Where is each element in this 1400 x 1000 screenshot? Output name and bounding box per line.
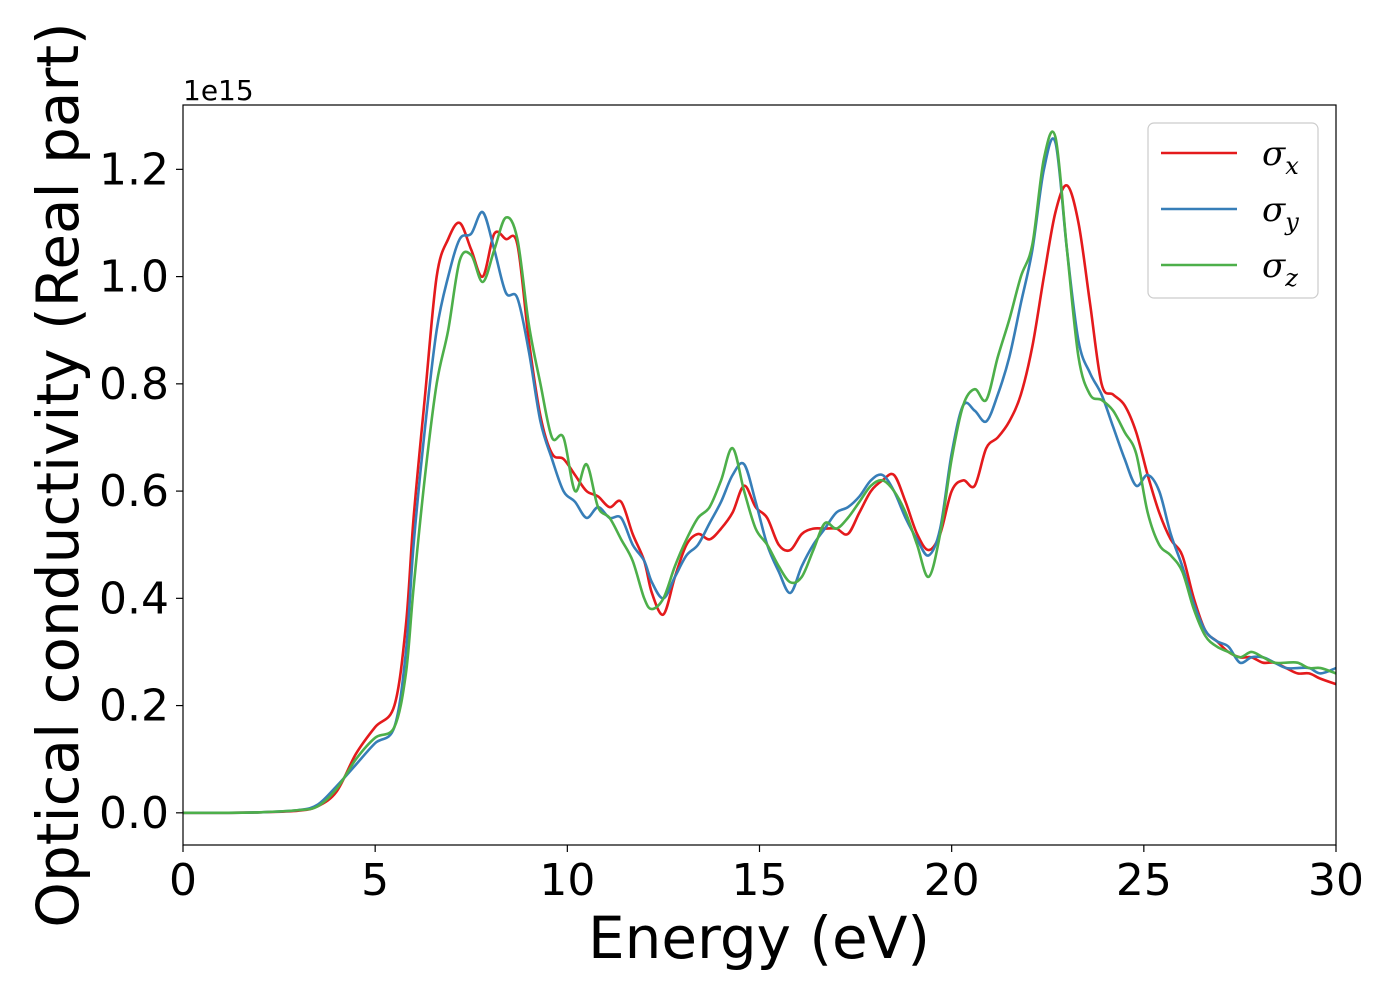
y-tick-label: 1.2 [99, 144, 169, 195]
y-tick-label: 1.0 [99, 252, 169, 303]
legend-label-y: σy [1262, 190, 1299, 236]
x-tick-label: 10 [539, 855, 595, 906]
x-tick-label: 30 [1308, 855, 1364, 906]
legend: σx σy σz [1147, 122, 1319, 299]
series-line-x [183, 184, 1336, 815]
y-tick-label: 0.4 [99, 573, 169, 624]
legend-label-z: σz [1262, 246, 1298, 292]
x-tick-label: 0 [169, 855, 197, 906]
y-tick-label: 0.6 [99, 466, 169, 517]
y-tick-label: 0.0 [99, 788, 169, 839]
legend-label-x: σx [1262, 134, 1299, 180]
series-line-y [183, 137, 1336, 815]
y-axis-label: Optical conductivity (Real part) [24, 22, 92, 927]
y-tick-label: 0.2 [99, 681, 169, 732]
legend-box [1147, 122, 1319, 299]
x-tick-label: 25 [1116, 855, 1172, 906]
x-tick-label: 15 [732, 855, 788, 906]
series-line-z [183, 130, 1336, 815]
x-axis-label: Energy (eV) [588, 904, 930, 972]
y-offset-label: 1e15 [183, 74, 254, 107]
y-axis: 0.0 0.2 0.4 0.6 0.8 1.0 1.2 [99, 144, 183, 839]
x-axis: 0 5 10 15 20 25 30 [169, 845, 1364, 906]
series-layer [183, 130, 1336, 815]
x-tick-label: 5 [361, 855, 389, 906]
x-tick-label: 20 [924, 855, 980, 906]
y-tick-label: 0.8 [99, 359, 169, 410]
